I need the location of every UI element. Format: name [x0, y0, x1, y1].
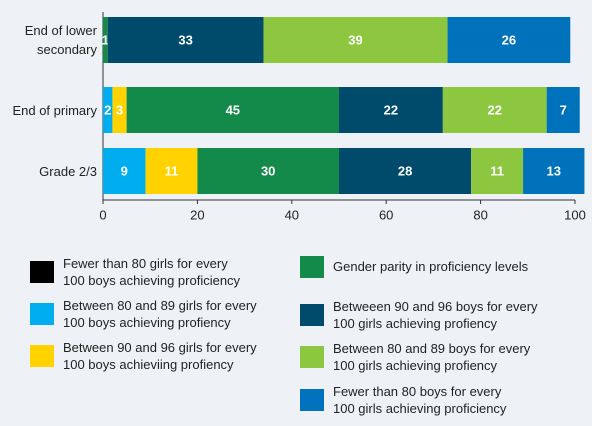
x-tick-label: 0 [99, 207, 106, 222]
legend-swatch [30, 261, 54, 283]
x-tick-label: 80 [473, 207, 487, 222]
data-label: 3 [116, 102, 123, 117]
bar-segment [339, 148, 472, 194]
data-label: 7 [560, 102, 567, 117]
legend-swatch [300, 255, 324, 278]
legend-swatch [300, 389, 324, 411]
legend-label: Betweeen 90 and 96 boys for every 100 gi… [333, 299, 538, 331]
data-label: 26 [502, 32, 516, 47]
data-label: 9 [121, 163, 128, 178]
bar-segment [197, 148, 339, 194]
bar-segment [145, 148, 198, 194]
x-tick-label: 20 [190, 207, 204, 222]
bar-segment [126, 87, 339, 133]
bar-segment [447, 17, 571, 63]
legend-swatch [300, 346, 324, 368]
bar-segment [442, 87, 547, 133]
bar-segment [103, 87, 113, 133]
legend-swatch [300, 304, 324, 326]
bar-segment [103, 17, 108, 63]
data-label: 33 [178, 32, 192, 47]
x-tick-label: 40 [285, 207, 299, 222]
legend-label: Between 90 and 96 girls for every 100 bo… [63, 340, 257, 372]
data-label: 1 [102, 32, 109, 47]
category-label: End of primary [12, 102, 97, 118]
x-tick-label: 100 [564, 207, 586, 222]
data-label: 2 [104, 102, 111, 117]
legend-swatch [30, 303, 54, 325]
data-label: 11 [490, 163, 504, 178]
legend-label: Between 80 and 89 boys for every 100 gir… [333, 341, 531, 373]
legend-swatch [30, 345, 54, 367]
bar-segment [103, 148, 146, 194]
data-label: 45 [226, 102, 240, 117]
data-label: 22 [488, 102, 502, 117]
bar-segment [523, 148, 585, 194]
data-label: 39 [348, 32, 362, 47]
legend-label: Fewer than 80 girls for every 100 boys a… [63, 256, 241, 288]
legend-label: Fewer than 80 boys for every 100 girls a… [333, 384, 507, 416]
data-label: 22 [384, 102, 398, 117]
bar-segment [471, 148, 524, 194]
legend-label: Gender parity in proficiency levels [333, 259, 529, 274]
category-label: Grade 2/3 [39, 163, 97, 179]
data-label: 30 [261, 163, 275, 178]
data-label: 11 [165, 163, 179, 178]
category-label: End of lower secondary [24, 23, 97, 57]
bar-segment [112, 87, 127, 133]
x-tick-label: 60 [379, 207, 393, 222]
bar-segment [107, 17, 264, 63]
data-label: 28 [398, 163, 412, 178]
bar-segment [263, 17, 448, 63]
legend-label: Between 80 and 89 girls for every 100 bo… [63, 298, 257, 330]
bar-segment [546, 87, 580, 133]
data-label: 13 [547, 163, 561, 178]
bar-segment [339, 87, 443, 133]
